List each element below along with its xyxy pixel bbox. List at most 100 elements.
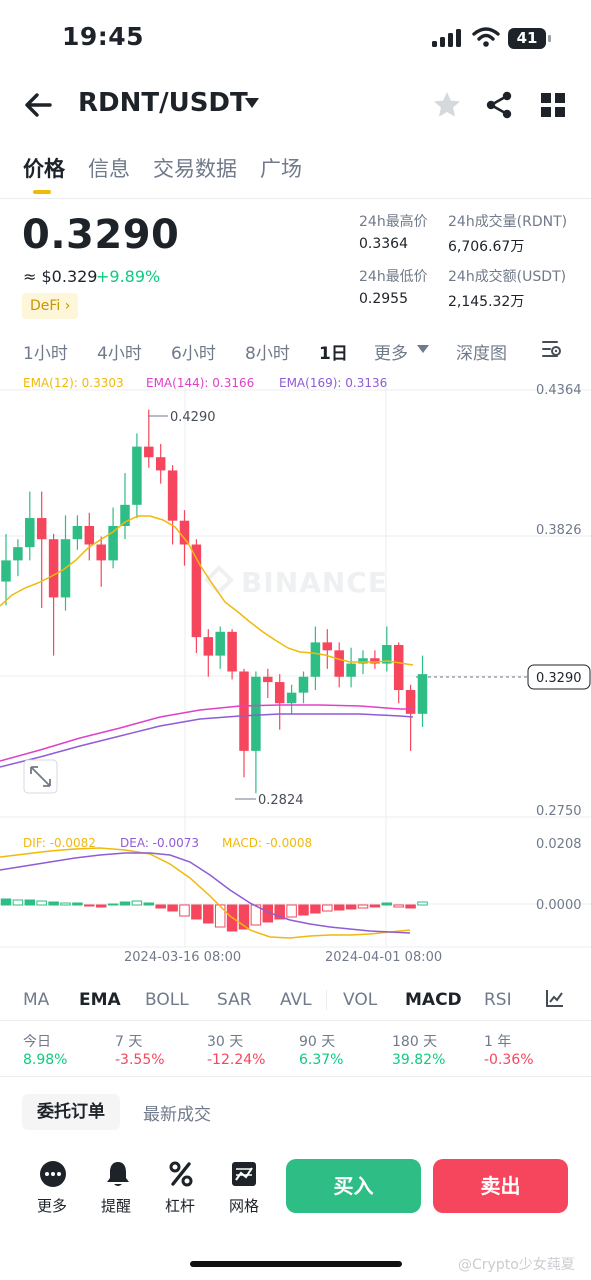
- macd-value-legend: MACD: -0.0008: [222, 836, 312, 850]
- divider: [0, 1020, 591, 1021]
- candle-body: [346, 663, 356, 677]
- macd-bar: [417, 901, 428, 906]
- performance-period-value: 6.37%: [299, 1052, 344, 1068]
- ema169-legend: EMA(169): 0.3136: [279, 376, 387, 390]
- margin-button[interactable]: [167, 1160, 195, 1192]
- macd-bar: [72, 902, 83, 906]
- divider: [326, 990, 327, 1010]
- indicator-boll[interactable]: BOLL: [145, 990, 189, 1010]
- macd-bar: [167, 904, 178, 912]
- chart-settings-icon[interactable]: [541, 338, 563, 360]
- more-dots-icon: [40, 1161, 66, 1187]
- macd-bar: [179, 904, 190, 917]
- trading-pair-title[interactable]: RDNT/USDT: [78, 88, 248, 118]
- macd-bar: [155, 904, 166, 909]
- macd-bar: [405, 904, 416, 909]
- category-tag[interactable]: DeFi ›: [22, 293, 79, 319]
- candle-body: [13, 547, 23, 561]
- interval-1d[interactable]: 1日: [319, 344, 348, 364]
- stat-vol-base-value: 6,706.67万: [448, 239, 525, 255]
- interval-1h[interactable]: 1小时: [23, 344, 68, 364]
- candle-body: [179, 520, 190, 545]
- candle-body: [48, 539, 59, 598]
- current-price-label: 0.3290: [536, 671, 582, 686]
- candle-body: [393, 645, 404, 691]
- macd-bar: [143, 902, 155, 906]
- approx-usd-price: ≈ $0.329: [23, 267, 98, 286]
- candle-body: [251, 676, 261, 751]
- indicator-macd[interactable]: MACD: [405, 990, 462, 1010]
- home-indicator[interactable]: [190, 1261, 402, 1267]
- stat-vol-quote-label: 24h成交额(USDT): [448, 269, 567, 285]
- buy-button[interactable]: 买入: [286, 1159, 421, 1213]
- back-arrow-icon[interactable]: [22, 88, 56, 122]
- share-icon[interactable]: [484, 90, 514, 120]
- grid-trading-button[interactable]: [230, 1160, 258, 1192]
- indicator-rsi[interactable]: RSI: [484, 990, 512, 1010]
- caret-down-icon[interactable]: [416, 344, 430, 354]
- date-axis-label: 2024-04-01 08:00: [325, 950, 442, 965]
- divider: [0, 198, 591, 199]
- macd-axis-tick: 0.0000: [536, 898, 582, 913]
- alert-button[interactable]: [104, 1160, 132, 1192]
- favorite-star-icon[interactable]: [432, 90, 462, 120]
- tab-recent-trades[interactable]: 最新成交: [143, 1105, 211, 1125]
- stat-low-label: 24h最低价: [359, 269, 428, 285]
- expand-icon: [30, 766, 51, 787]
- candle-body: [215, 631, 225, 656]
- candle-body: [370, 658, 380, 664]
- performance-period-value: 8.98%: [23, 1052, 68, 1068]
- macd-bar: [119, 901, 131, 906]
- indicator-vol[interactable]: VOL: [343, 990, 378, 1010]
- percent-icon: [169, 1161, 193, 1187]
- ema144-line: [0, 704, 413, 762]
- interval-4h[interactable]: 4小时: [97, 344, 142, 364]
- battery-level: 41: [508, 28, 546, 49]
- tab-square[interactable]: 广场: [260, 157, 302, 181]
- caret-down-icon[interactable]: [244, 97, 260, 109]
- more-button[interactable]: [39, 1160, 67, 1192]
- candle-body: [310, 642, 321, 677]
- indicator-ma[interactable]: MA: [23, 990, 50, 1010]
- ema12-line: [0, 515, 414, 666]
- macd-bar: [393, 904, 404, 908]
- tab-info[interactable]: 信息: [88, 157, 130, 181]
- macd-bar: [191, 904, 202, 920]
- tab-open-orders[interactable]: 委托订单: [22, 1094, 120, 1130]
- tab-trade-data[interactable]: 交易数据: [153, 157, 237, 181]
- macd-bar: [286, 904, 297, 918]
- price-change-percent: +9.89%: [96, 267, 161, 286]
- grid-layout-icon[interactable]: [538, 90, 568, 120]
- candle-body: [155, 457, 166, 471]
- macd-bar: [0, 898, 12, 906]
- performance-period-label: 今日: [23, 1034, 51, 1050]
- indicator-sar[interactable]: SAR: [217, 990, 252, 1010]
- sell-button[interactable]: 卖出: [433, 1159, 568, 1213]
- last-price: 0.3290: [22, 212, 180, 258]
- indicator-ema[interactable]: EMA: [79, 990, 121, 1010]
- macd-dea-legend: DEA: -0.0073: [120, 836, 199, 850]
- macd-bar: [298, 904, 309, 916]
- candlestick-chart[interactable]: BINANCE EMA(12): 0.3303 EMA(144): 0.3166…: [0, 370, 591, 970]
- interval-6h[interactable]: 6小时: [171, 344, 216, 364]
- tab-price[interactable]: 价格: [23, 157, 65, 181]
- cellular-signal-icon: [432, 29, 461, 47]
- chart-grid: [0, 378, 591, 948]
- interval-8h[interactable]: 8小时: [245, 344, 290, 364]
- macd-bar: [381, 902, 393, 906]
- performance-period-value: -12.24%: [207, 1052, 266, 1068]
- current-price-label-box: [527, 664, 591, 690]
- indicator-settings-icon[interactable]: [545, 988, 565, 1008]
- interval-more[interactable]: 更多: [374, 344, 408, 364]
- candle-body: [36, 518, 47, 540]
- macd-bar: [322, 904, 333, 912]
- candle-body: [405, 690, 416, 714]
- binance-watermark: BINANCE: [241, 566, 388, 599]
- price-axis-tick: 0.4364: [536, 383, 582, 398]
- indicator-avl[interactable]: AVL: [280, 990, 312, 1010]
- candle-body: [1, 560, 11, 582]
- candle-body: [298, 676, 309, 693]
- depth-chart-tab[interactable]: 深度图: [456, 344, 507, 364]
- macd-bar: [60, 902, 71, 906]
- price-axis-tick: 0.3826: [536, 523, 582, 538]
